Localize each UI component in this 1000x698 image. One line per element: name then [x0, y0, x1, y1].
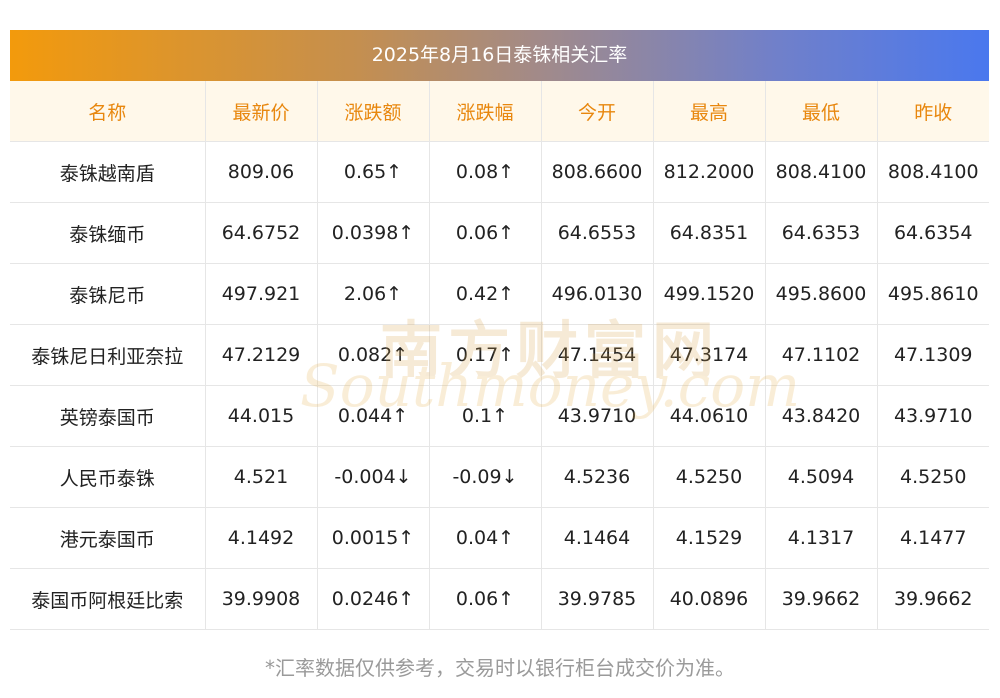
table-row: 泰铢缅币 64.6752 0.0398↑ 0.06↑ 64.6553 64.8351 64.…: [10, 202, 989, 264]
row-name: 泰铢缅币: [10, 202, 206, 264]
row-open: 64.6553: [541, 202, 654, 264]
row-high: 812.2000: [653, 141, 766, 203]
row-low: 43.8420: [765, 385, 878, 447]
table-row: 人民币泰铢 4.521 -0.004↓ -0.09↓ 4.5236 4.5250 4.509…: [10, 446, 989, 508]
row-change: 0.082↑: [317, 324, 430, 386]
header-name: 名称: [10, 81, 206, 142]
header-high: 最高: [653, 81, 766, 142]
row-prev-close: 64.6354: [877, 202, 989, 264]
row-name: 泰铢越南盾: [10, 141, 206, 203]
row-change-pct: 0.06↑: [429, 202, 542, 264]
row-low: 495.8600: [765, 263, 878, 325]
header-low: 最低: [765, 81, 878, 142]
row-latest: 809.06: [205, 141, 318, 203]
row-latest: 39.9908: [205, 568, 318, 630]
row-latest: 497.921: [205, 263, 318, 325]
row-open: 808.6600: [541, 141, 654, 203]
row-latest: 4.1492: [205, 507, 318, 569]
row-change-pct: 0.17↑: [429, 324, 542, 386]
row-low: 47.1102: [765, 324, 878, 386]
row-prev-close: 495.8610: [877, 263, 989, 325]
row-change: 0.0398↑: [317, 202, 430, 264]
table-row: 英镑泰国币 44.015 0.044↑ 0.1↑ 43.9710 44.0610 43.84…: [10, 385, 989, 447]
row-change-pct: 0.06↑: [429, 568, 542, 630]
row-change-pct: 0.42↑: [429, 263, 542, 325]
row-low: 64.6353: [765, 202, 878, 264]
rate-panel: 2025年8月16日泰铢相关汇率 名称 最新价 涨跌额 涨跌幅 今开 最高 最低…: [10, 30, 989, 630]
table-header-row: 名称 最新价 涨跌额 涨跌幅 今开 最高 最低 昨收: [10, 81, 989, 142]
row-latest: 64.6752: [205, 202, 318, 264]
row-open: 496.0130: [541, 263, 654, 325]
row-change-pct: 0.04↑: [429, 507, 542, 569]
row-name: 泰国币阿根廷比索: [10, 568, 206, 630]
row-high: 64.8351: [653, 202, 766, 264]
row-change-pct: -0.09↓: [429, 446, 542, 508]
row-latest: 4.521: [205, 446, 318, 508]
row-open: 39.9785: [541, 568, 654, 630]
table-row: 泰铢尼币 497.921 2.06↑ 0.42↑ 496.0130 499.1520 495…: [10, 263, 989, 325]
row-low: 808.4100: [765, 141, 878, 203]
header-change: 涨跌额: [317, 81, 430, 142]
row-high: 4.1529: [653, 507, 766, 569]
row-prev-close: 43.9710: [877, 385, 989, 447]
row-name: 英镑泰国币: [10, 385, 206, 447]
row-latest: 44.015: [205, 385, 318, 447]
row-change: 2.06↑: [317, 263, 430, 325]
row-change: 0.65↑: [317, 141, 430, 203]
row-open: 47.1454: [541, 324, 654, 386]
row-high: 499.1520: [653, 263, 766, 325]
row-low: 4.5094: [765, 446, 878, 508]
row-name: 泰铢尼币: [10, 263, 206, 325]
table-row: 泰铢尼日利亚奈拉 47.2129 0.082↑ 0.17↑ 47.1454 47.3174…: [10, 324, 989, 386]
row-latest: 47.2129: [205, 324, 318, 386]
table-row: 港元泰国币 4.1492 0.0015↑ 0.04↑ 4.1464 4.1529 4.131…: [10, 507, 989, 569]
row-change: 0.044↑: [317, 385, 430, 447]
row-prev-close: 47.1309: [877, 324, 989, 386]
header-change-pct: 涨跌幅: [429, 81, 542, 142]
page-title: 2025年8月16日泰铢相关汇率: [10, 30, 989, 81]
row-name: 泰铢尼日利亚奈拉: [10, 324, 206, 386]
header-open: 今开: [541, 81, 654, 142]
row-open: 4.5236: [541, 446, 654, 508]
row-low: 39.9662: [765, 568, 878, 630]
footnote: *汇率数据仅供参考，交易时以银行柜台成交价为准。: [265, 656, 735, 680]
row-name: 人民币泰铢: [10, 446, 206, 508]
row-change-pct: 0.1↑: [429, 385, 542, 447]
table-row: 泰国币阿根廷比索 39.9908 0.0246↑ 0.06↑ 39.9785 40.089…: [10, 568, 989, 630]
header-latest: 最新价: [205, 81, 318, 142]
row-high: 40.0896: [653, 568, 766, 630]
exchange-rate-table: 名称 最新价 涨跌额 涨跌幅 今开 最高 最低 昨收 泰铢越南盾 809.06 0.…: [10, 81, 989, 630]
row-prev-close: 39.9662: [877, 568, 989, 630]
row-prev-close: 4.1477: [877, 507, 989, 569]
table-row: 泰铢越南盾 809.06 0.65↑ 0.08↑ 808.6600 812.2000 808…: [10, 141, 989, 203]
row-change: 0.0015↑: [317, 507, 430, 569]
row-change: -0.004↓: [317, 446, 430, 508]
row-open: 4.1464: [541, 507, 654, 569]
row-high: 47.3174: [653, 324, 766, 386]
row-prev-close: 4.5250: [877, 446, 989, 508]
row-open: 43.9710: [541, 385, 654, 447]
row-high: 4.5250: [653, 446, 766, 508]
row-high: 44.0610: [653, 385, 766, 447]
row-change: 0.0246↑: [317, 568, 430, 630]
row-low: 4.1317: [765, 507, 878, 569]
row-change-pct: 0.08↑: [429, 141, 542, 203]
row-prev-close: 808.4100: [877, 141, 989, 203]
row-name: 港元泰国币: [10, 507, 206, 569]
header-prev-close: 昨收: [877, 81, 989, 142]
